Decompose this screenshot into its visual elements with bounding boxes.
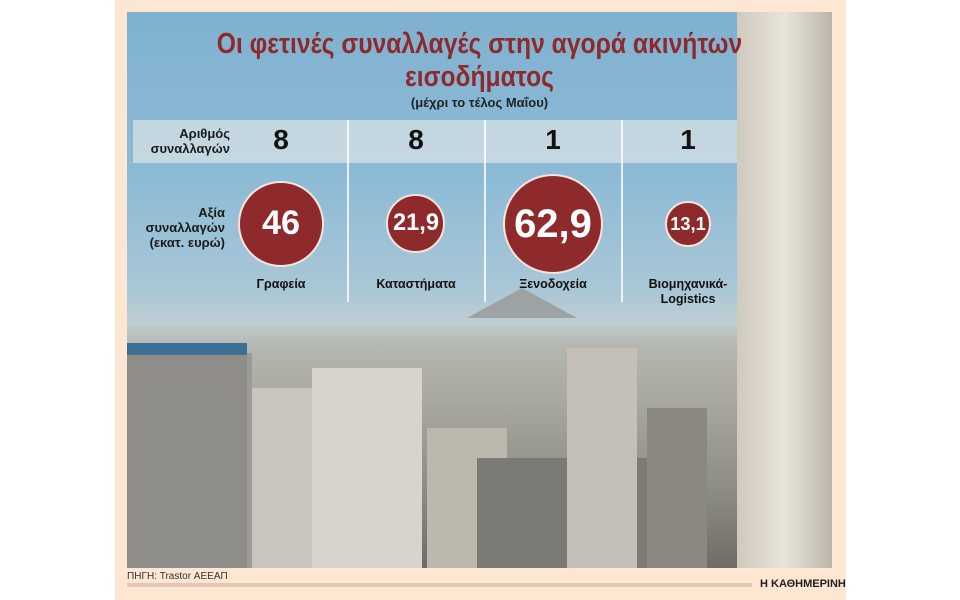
chart-subtitle: (μέχρι το τέλος Μαΐου) — [410, 95, 549, 110]
footer-rule — [127, 583, 752, 587]
publisher-logo: Η ΚΑΘΗΜΕΡΙΝΗ — [760, 578, 846, 590]
count-value: 1 — [545, 124, 561, 155]
bubble-label: 21,9 — [393, 210, 439, 237]
category-label: Καταστήματα — [376, 277, 456, 291]
count-value: 8 — [408, 124, 424, 155]
value-bubble: 13,1 — [665, 201, 711, 247]
category-label: Βιομηχανικά-Logistics — [648, 277, 728, 306]
bubble-label: 46 — [261, 204, 300, 243]
value-bubble: 21,9 — [386, 194, 446, 254]
value-bubble: 46 — [238, 181, 324, 267]
count-value: 8 — [273, 124, 289, 155]
background-photo-athens — [127, 12, 832, 568]
bubble-label: 13,1 — [670, 212, 706, 234]
value-row-label: Αξία συναλλαγών (εκατ. ευρώ) — [145, 205, 225, 250]
column-divider — [347, 120, 349, 302]
chart-title: Οι φετινές συναλλαγές στην αγορά ακινήτω… — [216, 28, 743, 93]
value-bubble: 62,9 — [503, 174, 603, 274]
count-row-label: Αριθμός συναλλαγών — [150, 126, 230, 156]
source-note: ΠΗΓΗ: Trastor ΑΕΕΑΠ — [127, 571, 228, 582]
category-label: Ξενοδοχεία — [519, 277, 587, 291]
column-divider — [484, 120, 486, 302]
count-value: 1 — [680, 124, 696, 155]
count-row-band — [133, 120, 737, 163]
column-divider — [621, 120, 623, 302]
bubble-label: 62,9 — [514, 201, 592, 246]
category-label: Γραφεία — [256, 277, 306, 291]
